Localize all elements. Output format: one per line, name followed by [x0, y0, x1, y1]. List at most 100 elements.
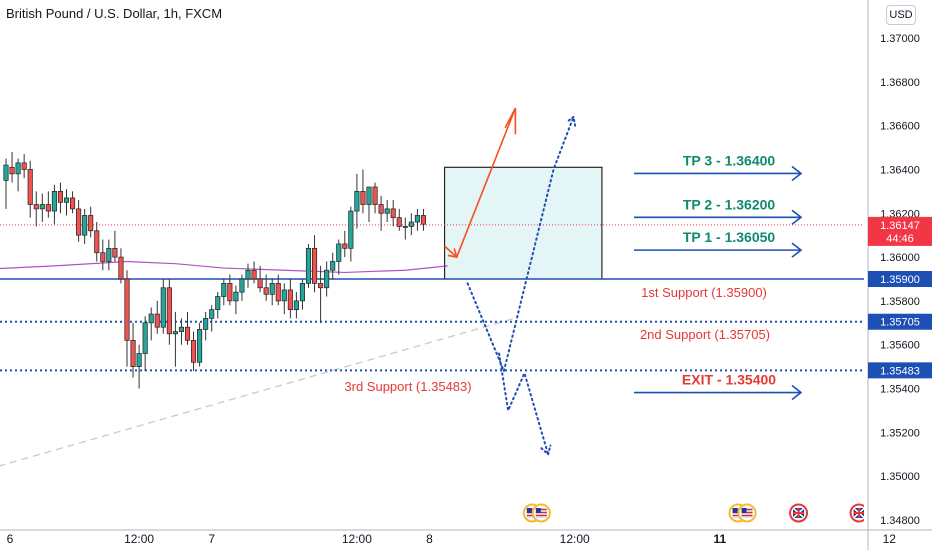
scenario-dotted-path-1 [498, 352, 550, 456]
candle-body [191, 339, 197, 363]
candle [203, 311, 209, 341]
target-label-2: TP 1 - 1.36050 [683, 229, 776, 245]
candle-body [233, 291, 239, 302]
candle [348, 206, 354, 262]
candle [275, 274, 281, 306]
support-label-1: 2nd Support (1.35705) [640, 327, 770, 342]
candle-body [275, 283, 281, 302]
candle-body [342, 243, 348, 249]
candle [360, 169, 366, 214]
candle [342, 230, 348, 258]
time-tick-label: 12:00 [342, 532, 372, 546]
target-label-1: TP 2 - 1.36200 [683, 196, 776, 212]
us-flag-canton [535, 508, 541, 513]
event-marker-2 [789, 503, 809, 523]
target-arrow-head-2 [791, 242, 803, 258]
candle-body [142, 322, 148, 354]
event-marker-1 [728, 503, 757, 523]
candle [330, 252, 336, 279]
candle-body [45, 204, 51, 212]
candle [312, 235, 318, 293]
candle-body [245, 269, 251, 280]
price-tick-label: 1.34800 [880, 515, 920, 527]
candle [420, 208, 427, 231]
scenario-dotted-arrow-head-1 [540, 444, 552, 457]
candle-body [312, 247, 318, 284]
candle [21, 154, 27, 179]
price-tick-label: 1.35200 [880, 427, 920, 439]
pullback-arrow [444, 245, 458, 258]
candle-body [82, 215, 88, 236]
candle [45, 191, 51, 218]
candle [324, 261, 330, 297]
candle-body [21, 162, 27, 170]
candle [100, 239, 106, 271]
candle [136, 344, 142, 389]
candle [39, 193, 45, 223]
candle [408, 213, 414, 236]
candle [209, 305, 215, 332]
axis-badge-0: 1.35900 [868, 271, 932, 287]
currency-button[interactable]: USD [886, 5, 916, 25]
candle [69, 191, 76, 214]
price-tick-label: 1.35400 [880, 384, 920, 396]
candle-body [372, 186, 378, 205]
axis-badge-bg [868, 362, 932, 379]
candle [305, 243, 312, 288]
candle [166, 279, 172, 345]
candle-body [33, 204, 39, 210]
axis-badge-bg [868, 271, 932, 287]
candle-body [366, 186, 372, 205]
scenario-dotted-arrow-head-0 [565, 115, 577, 127]
candle-body [203, 318, 209, 330]
candle [281, 283, 287, 315]
candle-body [136, 353, 142, 367]
target-arrow-head-0 [791, 165, 803, 182]
candle [366, 186, 372, 223]
candle-body [239, 278, 245, 293]
axis-badge-label: 1.35705 [880, 317, 920, 329]
candle-body [51, 191, 57, 212]
target-arrow-head-1 [791, 209, 803, 225]
candle [94, 222, 100, 262]
candle-body [390, 208, 396, 219]
candle [106, 239, 112, 271]
candle [402, 217, 408, 240]
candle [172, 311, 178, 367]
axis-badge-2: 1.35483 [868, 362, 932, 379]
scenario-up-arrow-head [504, 107, 517, 135]
candle [263, 274, 269, 301]
candle-body [39, 204, 45, 210]
candle-body [354, 191, 360, 212]
candle [15, 158, 21, 192]
candle [354, 173, 360, 229]
candle [197, 322, 203, 367]
candle-body [3, 164, 9, 181]
candle [33, 191, 39, 227]
time-tick-label: 11 [714, 532, 727, 546]
candle [318, 265, 324, 323]
candle-body [209, 309, 215, 319]
candle [227, 274, 233, 306]
candle [293, 292, 299, 319]
us-flag-canton [526, 508, 532, 513]
candle [414, 208, 420, 231]
candle [287, 279, 293, 319]
candle-body [100, 252, 106, 262]
candle-body [15, 162, 21, 175]
candle-body [178, 326, 185, 332]
candle-body [251, 269, 257, 280]
candle [51, 184, 57, 225]
time-tick-label: 7 [208, 532, 215, 546]
candle [221, 279, 227, 306]
candle-body [330, 261, 336, 271]
candle-body [414, 215, 420, 223]
candle [130, 322, 136, 378]
candle-body [384, 208, 390, 214]
time-tick-label: 6 [7, 532, 14, 546]
candle-body [88, 215, 94, 232]
candle-body [118, 256, 124, 280]
